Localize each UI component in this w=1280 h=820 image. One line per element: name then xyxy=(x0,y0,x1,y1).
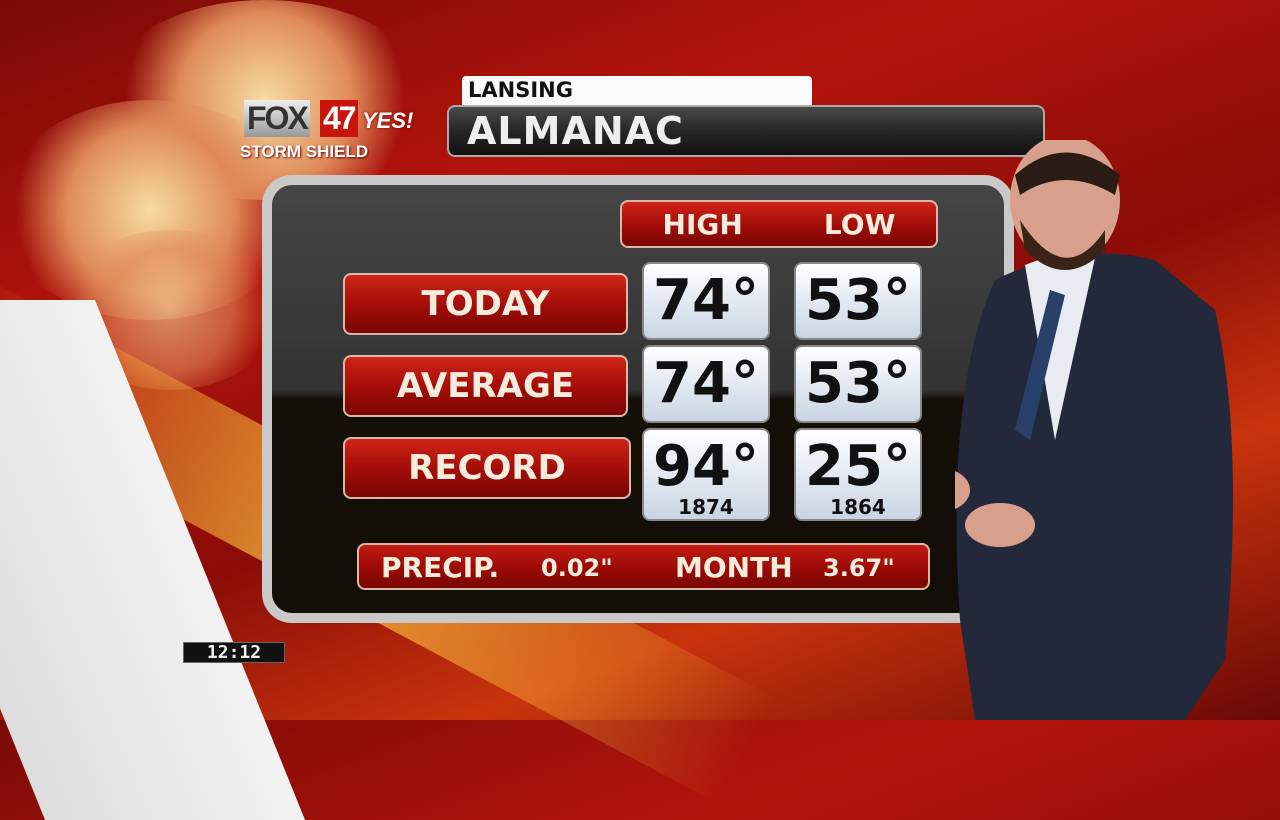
precip-value: 0.02" xyxy=(541,554,613,582)
record-high: 94° 1874 xyxy=(642,428,770,521)
location-label: LANSING xyxy=(462,76,812,105)
station-logo: FOX 47 YES! STORM SHIELD xyxy=(240,100,414,161)
page-title: ALMANAC xyxy=(447,105,1045,157)
record-high-year: 1874 xyxy=(678,495,734,519)
record-low-year: 1864 xyxy=(830,495,886,519)
row-label-record: RECORD xyxy=(343,437,631,499)
column-high: HIGH xyxy=(662,207,743,241)
column-low: LOW xyxy=(823,207,896,241)
average-low: 53° xyxy=(794,345,922,423)
column-header-bar: HIGH LOW xyxy=(620,200,938,248)
average-high: 74° xyxy=(642,345,770,423)
today-low: 53° xyxy=(794,262,922,340)
clock: 12:12 xyxy=(183,642,285,663)
precip-bar: PRECIP. 0.02" MONTH 3.67" xyxy=(357,543,930,590)
row-label-average: AVERAGE xyxy=(343,355,628,417)
record-low: 25° 1864 xyxy=(794,428,922,521)
today-high: 74° xyxy=(642,262,770,340)
month-label: MONTH xyxy=(675,551,793,584)
meteorologist xyxy=(955,140,1233,720)
row-label-today: TODAY xyxy=(343,273,628,335)
month-value: 3.67" xyxy=(823,554,895,582)
precip-label: PRECIP. xyxy=(381,551,500,584)
